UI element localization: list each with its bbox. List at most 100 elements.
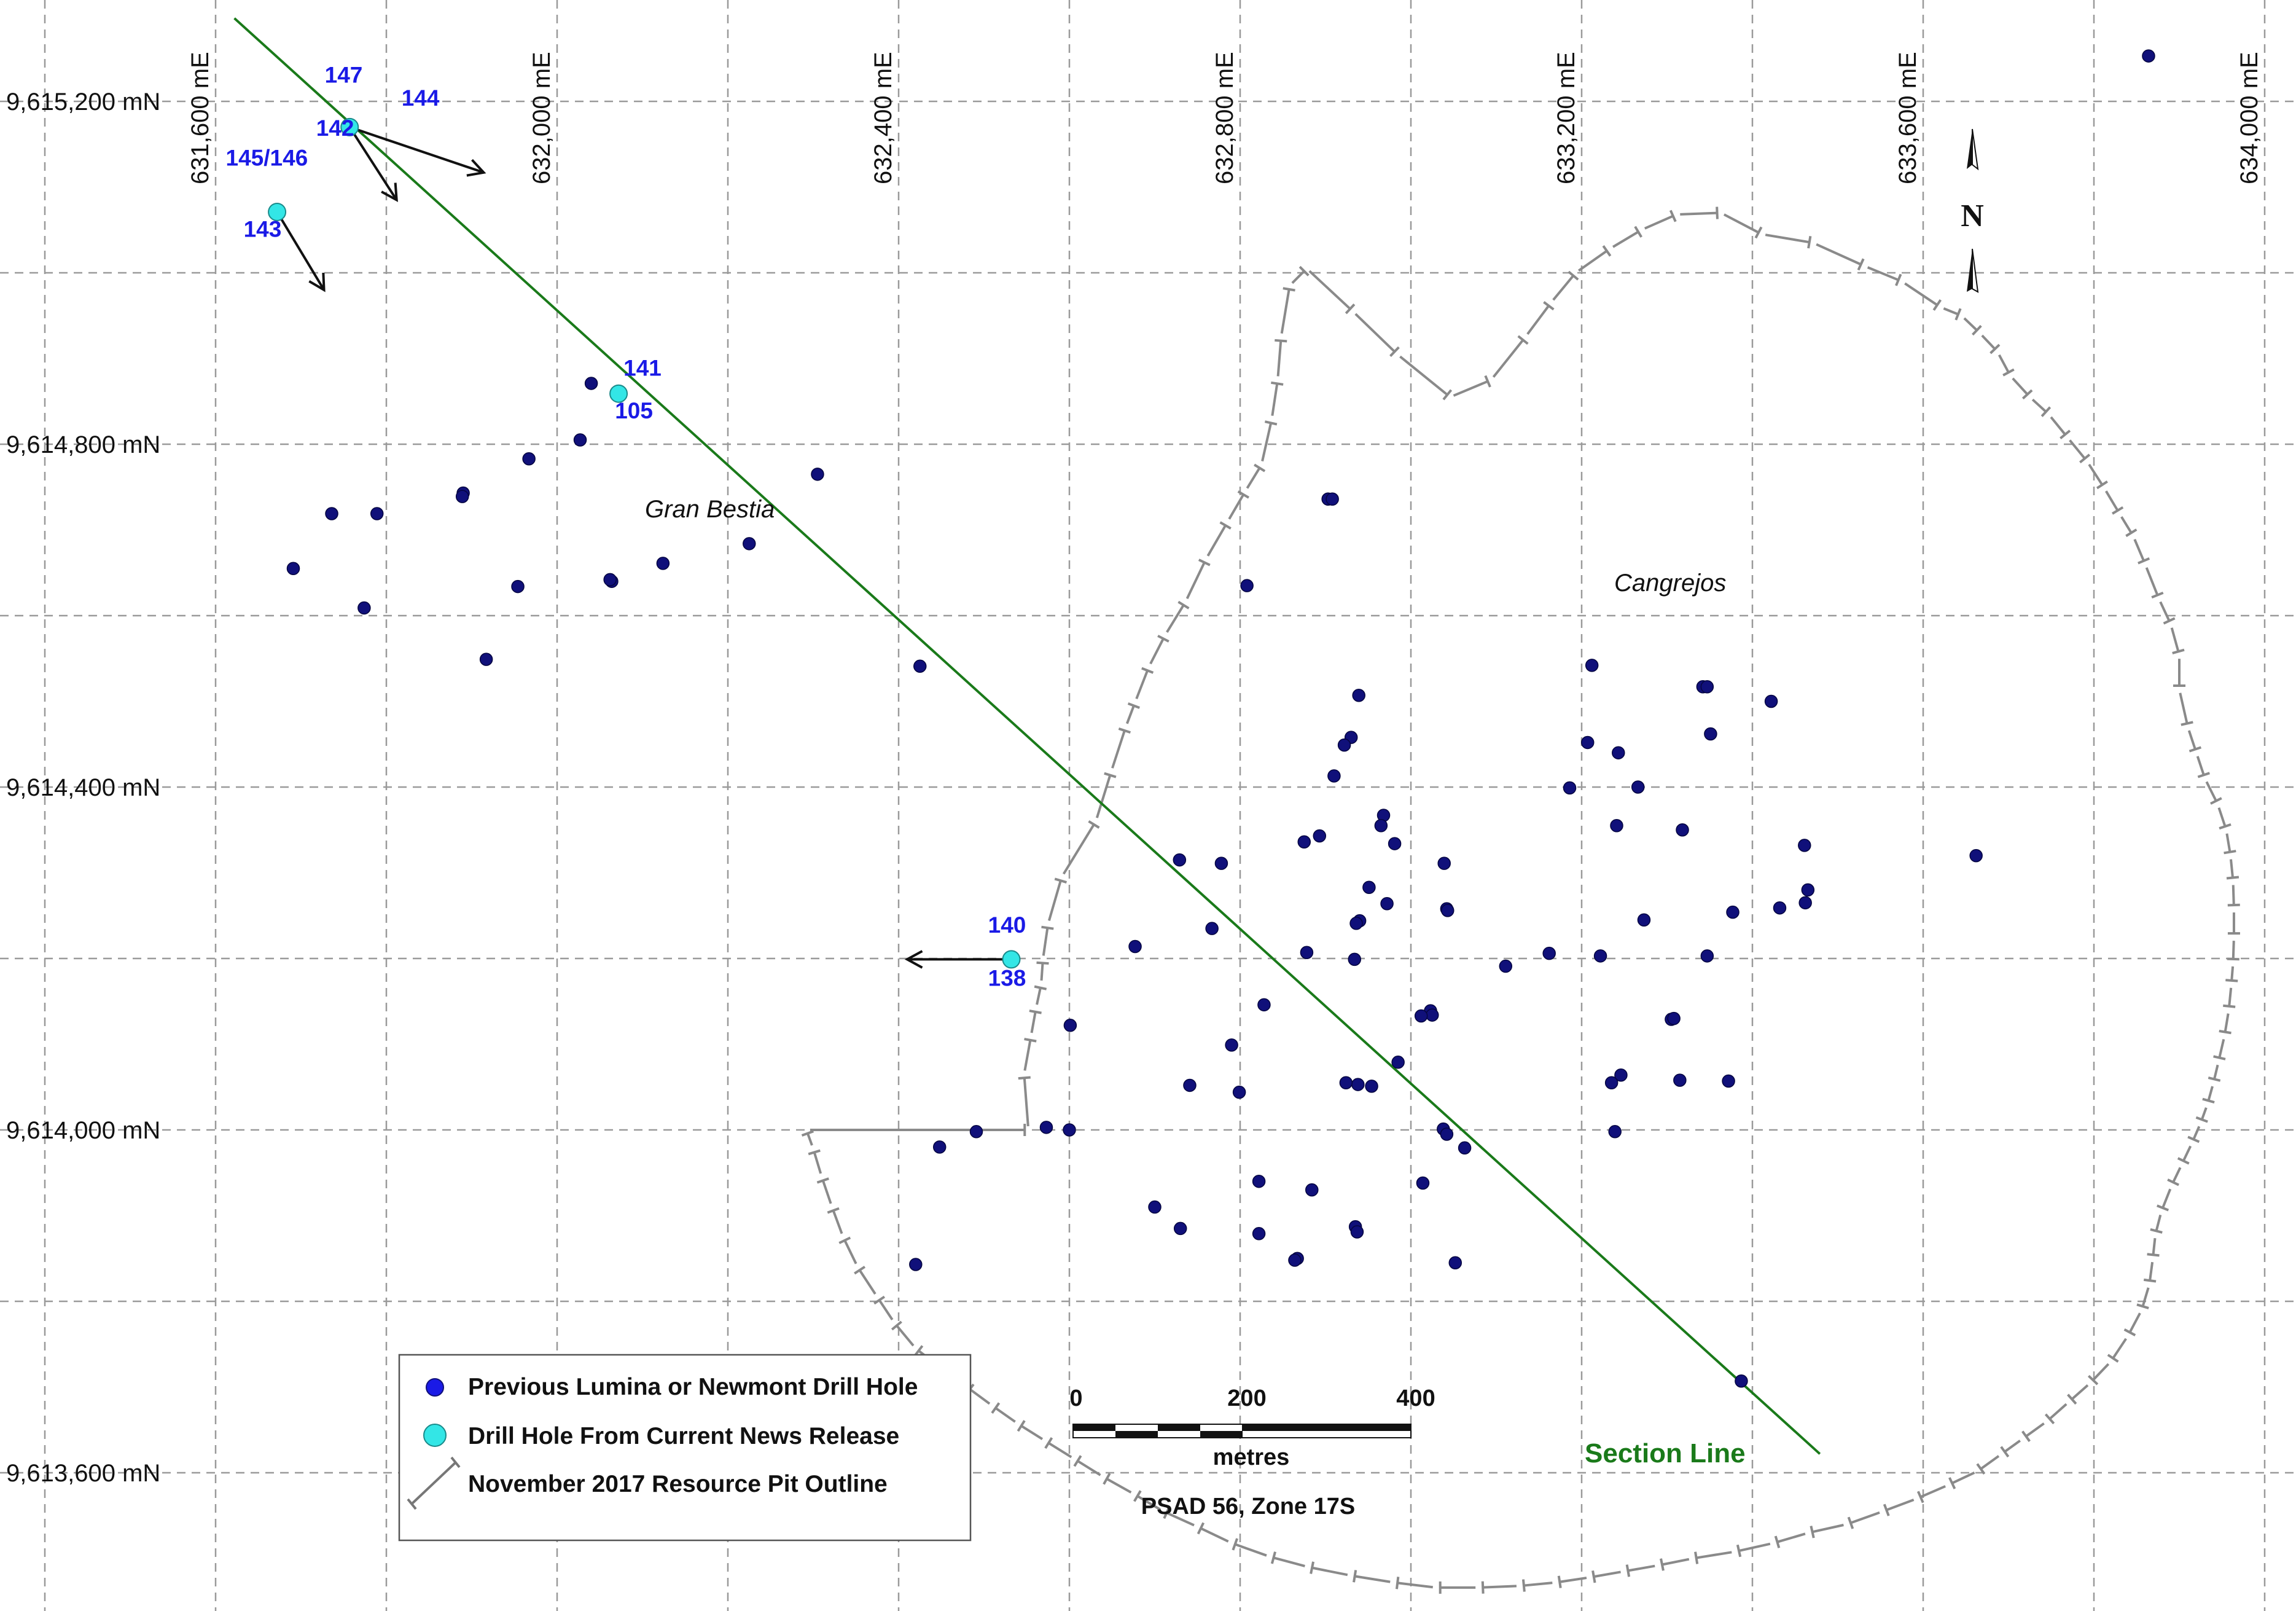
- pit-tick: [1634, 225, 1642, 238]
- pit-segment: [1036, 987, 1042, 1005]
- pit-tick: [1543, 301, 1555, 311]
- pit-tick: [1353, 1570, 1357, 1583]
- scale-tick-400: 400: [1396, 1386, 1435, 1411]
- pit-tick: [1044, 1437, 1053, 1449]
- pit-tick: [1857, 258, 1865, 271]
- pit-tick: [1602, 245, 1612, 257]
- previous-drill-hole: [1391, 1056, 1405, 1069]
- pit-tick: [1073, 1455, 1082, 1467]
- pit-segment: [1696, 1551, 1732, 1559]
- pit-segment: [969, 1388, 991, 1405]
- previous-drill-hole: [1337, 738, 1351, 752]
- pit-tick: [1932, 299, 1942, 311]
- previous-drill-hole: [1585, 659, 1599, 672]
- previous-drill-hole: [1440, 1127, 1454, 1141]
- pit-tick: [2060, 429, 2071, 440]
- pit-tick: [2112, 506, 2124, 515]
- hole-trace: [348, 126, 398, 201]
- legend-pit-icon: [407, 1456, 461, 1510]
- previous-drill-hole: [1225, 1038, 1238, 1052]
- hole-trace-arrow-icon: [466, 159, 486, 177]
- north-label: N: [1961, 198, 1984, 233]
- pit-segment: [2230, 859, 2234, 878]
- pit-segment: [1661, 1558, 1690, 1566]
- pit-segment: [1228, 493, 1245, 520]
- previous-drill-hole: [370, 507, 384, 520]
- pit-segment: [994, 1407, 1016, 1423]
- previous-drill-hole: [1637, 913, 1651, 927]
- pit-tick: [2208, 1076, 2221, 1082]
- pit-tick: [891, 1320, 902, 1331]
- pit-tick: [2157, 1204, 2169, 1212]
- previous-drill-hole: [1437, 856, 1451, 870]
- previous-drill-hole: [1297, 835, 1311, 849]
- previous-drill-hole: [1542, 946, 1556, 960]
- pit-segment: [1077, 1460, 1101, 1476]
- pit-segment: [2187, 730, 2196, 750]
- pit-tick: [1736, 1544, 1742, 1558]
- pit-tick: [2172, 648, 2185, 654]
- pit-segment: [1020, 1424, 1044, 1440]
- pit-segment: [2133, 539, 2145, 562]
- easting-label: 634,000 mE: [2236, 52, 2263, 184]
- previous-drill-hole: [1722, 1074, 1735, 1088]
- pit-segment: [2149, 1261, 2154, 1281]
- pit-tick: [1883, 1503, 1890, 1516]
- pit-segment: [1886, 1499, 1915, 1511]
- previous-drill-hole: [1610, 819, 1623, 833]
- pit-tick: [1088, 820, 1100, 829]
- pit-segment: [1111, 730, 1126, 769]
- scale-tick-200: 200: [1227, 1386, 1266, 1411]
- north-arrow-icon: N: [1961, 128, 1984, 293]
- pit-tick: [2187, 1135, 2200, 1143]
- pit-segment: [2088, 463, 2104, 486]
- pit-segment: [1552, 275, 1574, 301]
- previous-drill-hole: [1039, 1121, 1053, 1134]
- pit-segment: [1166, 604, 1185, 633]
- pit-segment: [2224, 1013, 2230, 1032]
- previous-drill-hole: [1349, 917, 1363, 930]
- previous-drill-hole: [1350, 1225, 1364, 1239]
- pit-tick: [1754, 226, 1763, 239]
- pit-tick: [1972, 324, 1982, 336]
- hole-label: 105: [615, 398, 653, 423]
- pit-segment: [2105, 490, 2119, 511]
- hole-trace: [276, 211, 326, 291]
- pit-segment: [878, 1299, 894, 1320]
- pit-segment: [2031, 398, 2047, 413]
- pit-tick: [2002, 368, 2015, 377]
- pit-tick: [1177, 600, 1190, 610]
- pit-tick: [1127, 702, 1140, 709]
- pit-segment: [2120, 516, 2133, 534]
- previous-drill-hole: [1388, 837, 1402, 850]
- previous-drill-hole: [603, 573, 617, 587]
- pit-tick: [1298, 265, 1310, 276]
- cangrejos-label: Cangrejos: [1614, 570, 1726, 597]
- pit-tick: [2067, 1393, 2077, 1405]
- pit-segment: [1308, 270, 1351, 310]
- previous-drill-hole: [1735, 1374, 1748, 1388]
- legend-current-label: Drill Hole From Current News Release: [468, 1423, 899, 1449]
- pit-tick: [1018, 1076, 1031, 1080]
- previous-drill-hole: [1300, 946, 1314, 959]
- pit-tick: [2163, 617, 2176, 625]
- scale-tick-0: 0: [1069, 1386, 1082, 1411]
- pit-tick: [2125, 528, 2138, 538]
- section-line: [233, 17, 1821, 1455]
- pit-segment: [1523, 1582, 1553, 1587]
- pit-segment: [1997, 354, 2010, 374]
- pit-tick: [1948, 1477, 1956, 1489]
- pit-tick: [2000, 1446, 2010, 1458]
- datum-label: PSAD 56, Zone 17S: [1141, 1494, 1355, 1519]
- previous-drill-hole: [1764, 694, 1778, 708]
- previous-drill-hole: [511, 579, 525, 594]
- pit-segment: [1981, 334, 1996, 350]
- hole-trace-arrow-icon: [904, 950, 923, 969]
- pit-tick: [827, 1207, 840, 1214]
- gran-bestia-label: Gran Bestia: [645, 496, 775, 523]
- pit-tick: [2223, 1004, 2236, 1008]
- previous-drill-hole: [1380, 896, 1394, 911]
- previous-drill-hole: [1773, 901, 1787, 915]
